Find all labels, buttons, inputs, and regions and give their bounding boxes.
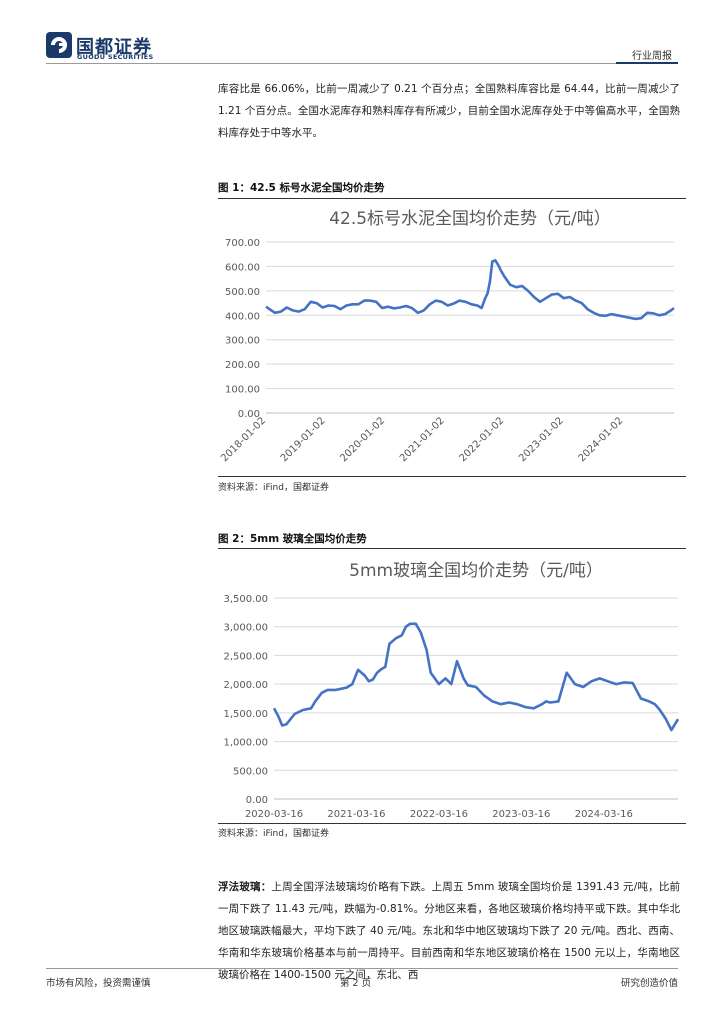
figure1-source: 资料来源：iFind，国都证券 (218, 483, 329, 493)
x-tick-label: 2019-01-02 (279, 415, 328, 464)
x-tick-label: 2024-01-02 (577, 415, 626, 464)
logo-name-en: GUODU SECURITIES (77, 53, 154, 61)
y-tick-label: 0.00 (246, 795, 268, 806)
y-tick-label: 3,000.00 (223, 623, 268, 634)
glass-text: 上周全国浮法玻璃均价略有下跌。上周五 5mm 玻璃全国均价是 1391.43 元… (218, 881, 680, 981)
y-tick-label: 500.00 (225, 287, 260, 298)
x-tick-label: 2018-01-02 (219, 415, 268, 464)
page-number: 第 2 页 (340, 978, 372, 989)
y-tick-label: 2,500.00 (223, 651, 268, 662)
x-tick-label: 2020-03-16 (245, 809, 303, 820)
y-tick-label: 1,000.00 (223, 738, 268, 749)
figure1-top-rule (218, 198, 686, 199)
y-tick-label: 700.00 (225, 238, 260, 249)
x-tick-label: 2020-01-02 (338, 415, 387, 464)
y-tick-label: 300.00 (225, 336, 260, 347)
y-tick-label: 500.00 (233, 766, 268, 777)
x-tick-label: 2021-03-16 (327, 809, 385, 820)
x-tick-label: 2022-01-02 (457, 415, 506, 464)
cement-price-chart: 42.5标号水泥全国均价走势（元/吨） 0.00 100.00 200.00 300.0… (218, 200, 686, 475)
series-line (265, 258, 675, 321)
chart-title: 5mm玻璃全国均价走势（元/吨） (349, 561, 603, 581)
x-tick-label: 2023-01-02 (517, 415, 566, 464)
footer-slogan: 研究创造价值 (620, 978, 678, 989)
y-tick-label: 0.00 (238, 409, 260, 420)
glass-chart-svg: 5mm玻璃全国均价走势（元/吨） 0.00 500.00 1,000.00 1,500.… (223, 561, 680, 820)
glass-lead: 浮法玻璃： (218, 881, 272, 893)
brand-logo: 国都证券 GUODU SECURITIES (46, 30, 166, 64)
figure2-top-rule (218, 548, 686, 549)
figure1-label: 图 1：42.5 标号水泥全国均价走势 (218, 182, 385, 194)
figure2-source: 资料来源：iFind，国都证券 (218, 829, 329, 839)
series-line (272, 622, 680, 732)
y-tick-label: 400.00 (225, 311, 260, 322)
report-type: 行业周报 (632, 51, 672, 62)
figure2-label: 图 2：5mm 玻璃全国均价走势 (218, 533, 367, 545)
body-paragraph-inventory: 库容比是 66.06%，比前一周减少了 0.21 个百分点；全国熟料库容比是 6… (218, 83, 680, 139)
y-tick-label: 2,000.00 (223, 680, 268, 691)
chart-title: 42.5标号水泥全国均价走势（元/吨） (329, 209, 611, 229)
x-tick-label: 2023-03-16 (492, 809, 550, 820)
y-tick-label: 200.00 (225, 360, 260, 371)
figure1-bottom-rule (218, 476, 686, 477)
header-divider (46, 63, 678, 64)
x-tick-label: 2024-03-16 (575, 809, 633, 820)
footer-divider (46, 968, 678, 969)
y-tick-label: 600.00 (225, 262, 260, 273)
x-tick-label: 2021-01-02 (398, 415, 447, 464)
body-paragraph-glass: 浮法玻璃：上周全国浮法玻璃均价略有下跌。上周五 5mm 玻璃全国均价是 1391… (218, 876, 680, 986)
header-accent-bar (616, 62, 678, 64)
y-tick-label: 3,500.00 (223, 594, 268, 605)
figure2-bottom-rule (218, 823, 686, 824)
y-tick-label: 1,500.00 (223, 709, 268, 720)
guodu-logo-icon (46, 32, 72, 58)
x-tick-label: 2022-03-16 (410, 809, 468, 820)
footer-risk-notice: 市场有风险，投资需谨慎 (46, 978, 151, 989)
glass-price-chart: 5mm玻璃全国均价走势（元/吨） 0.00 500.00 1,000.00 1,500.… (218, 550, 686, 822)
y-tick-label: 100.00 (225, 385, 260, 396)
cement-chart-svg: 42.5标号水泥全国均价走势（元/吨） 0.00 100.00 200.00 300.0… (219, 209, 675, 464)
logo-name-cn: 国都证券 (76, 37, 152, 58)
